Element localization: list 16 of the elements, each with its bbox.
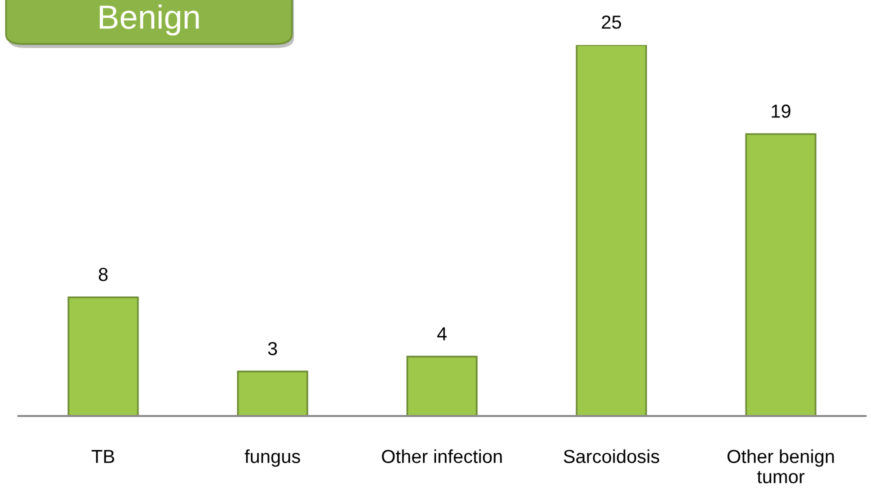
- x-tick-label: Other infection: [382, 449, 502, 464]
- x-tick-label: fungus: [244, 449, 300, 467]
- data-label: 25: [602, 16, 622, 29]
- bar: [745, 133, 816, 416]
- data-label: 4: [437, 327, 447, 340]
- bar: [68, 296, 139, 416]
- x-tick-label: TB: [92, 450, 114, 463]
- bar: [237, 370, 308, 416]
- x-tick-label: Other benign tumor: [727, 449, 834, 484]
- chart-title: Benign: [100, 4, 199, 36]
- data-label: 3: [268, 342, 277, 356]
- x-tick-label: Sarcoidosis: [564, 449, 660, 464]
- data-label: 8: [98, 268, 108, 282]
- bar: [576, 45, 647, 416]
- data-label: 19: [772, 104, 790, 118]
- bar: [406, 356, 478, 416]
